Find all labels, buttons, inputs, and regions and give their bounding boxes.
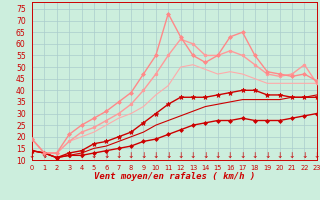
- Text: ↓: ↓: [165, 151, 172, 160]
- Text: ↓: ↓: [190, 151, 196, 160]
- Text: ↓: ↓: [276, 151, 283, 160]
- Text: ↓: ↓: [202, 151, 209, 160]
- Text: ↓: ↓: [177, 151, 184, 160]
- Text: ↓: ↓: [128, 151, 134, 160]
- Text: ↓: ↓: [227, 151, 233, 160]
- Text: ↓: ↓: [289, 151, 295, 160]
- Text: ↓: ↓: [53, 151, 60, 160]
- Text: ↓: ↓: [140, 151, 147, 160]
- Text: ↓: ↓: [78, 151, 85, 160]
- Text: ↓: ↓: [264, 151, 270, 160]
- X-axis label: Vent moyen/en rafales ( km/h ): Vent moyen/en rafales ( km/h ): [94, 172, 255, 181]
- Text: ↓: ↓: [153, 151, 159, 160]
- Text: ↓: ↓: [29, 151, 35, 160]
- Text: ↓: ↓: [91, 151, 97, 160]
- Text: ↓: ↓: [301, 151, 308, 160]
- Text: ↓: ↓: [103, 151, 109, 160]
- Text: ↓: ↓: [252, 151, 258, 160]
- Text: ↓: ↓: [41, 151, 48, 160]
- Text: ↓: ↓: [239, 151, 246, 160]
- Text: ↓: ↓: [214, 151, 221, 160]
- Text: ↓: ↓: [116, 151, 122, 160]
- Text: ↓: ↓: [66, 151, 72, 160]
- Text: ↓: ↓: [314, 151, 320, 160]
